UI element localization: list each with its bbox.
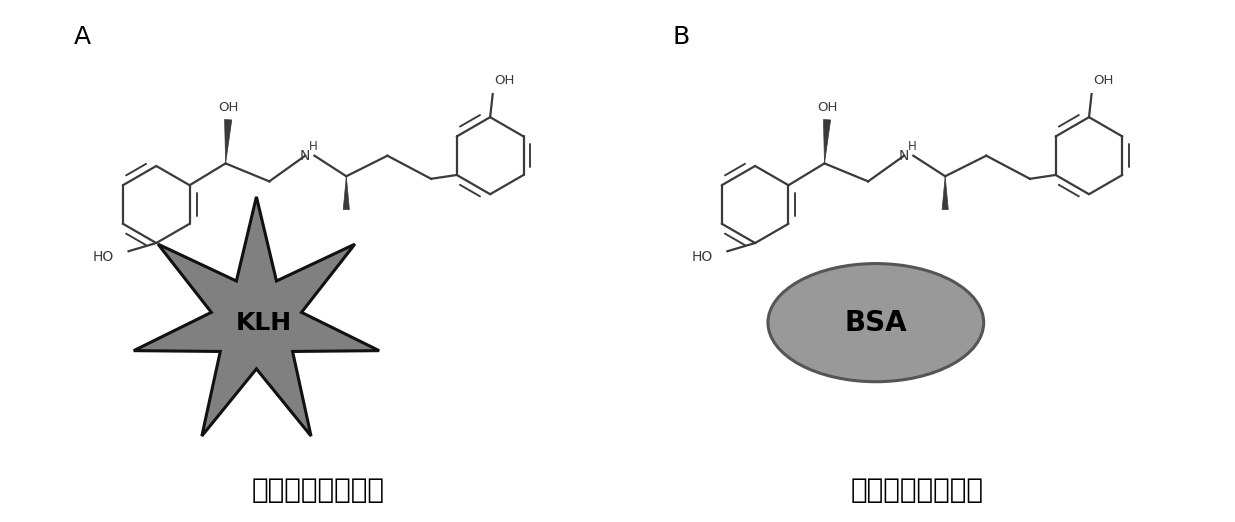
Polygon shape (343, 176, 350, 210)
Text: KLH: KLH (236, 311, 293, 335)
Text: OH: OH (1093, 74, 1114, 87)
Text: A: A (74, 25, 91, 49)
Text: OH: OH (494, 74, 515, 87)
Polygon shape (824, 120, 831, 163)
Text: 莱克多巴胺包被原: 莱克多巴胺包被原 (851, 476, 983, 504)
Text: OH: OH (816, 101, 837, 114)
Text: H: H (309, 140, 319, 153)
Text: H: H (908, 140, 916, 153)
Polygon shape (133, 197, 379, 436)
Text: 莱克多巴胺免疫原: 莱克多巴胺免疫原 (252, 476, 384, 504)
Polygon shape (225, 120, 232, 163)
Text: BSA: BSA (845, 309, 908, 337)
Polygon shape (942, 176, 948, 210)
Text: OH: OH (219, 101, 238, 114)
Ellipse shape (768, 264, 984, 382)
Text: B: B (673, 25, 690, 49)
Text: HO: HO (692, 251, 713, 265)
Text: HO: HO (93, 251, 114, 265)
Text: N: N (300, 149, 310, 163)
Text: N: N (899, 149, 909, 163)
